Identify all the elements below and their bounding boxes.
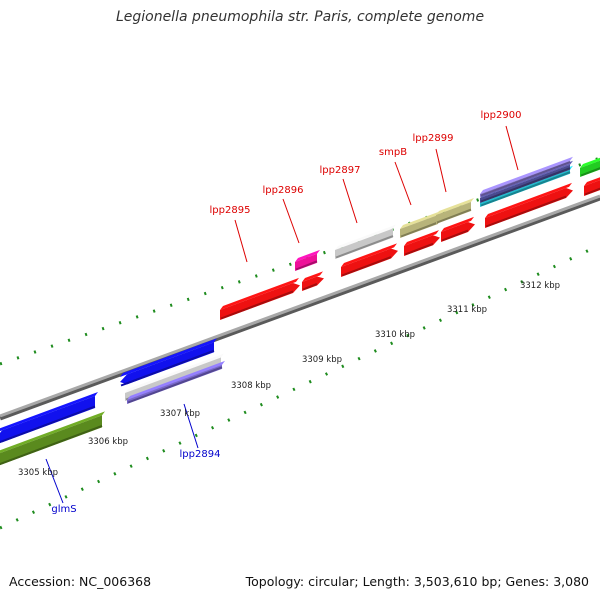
gene-label-lpp2895: lpp2895 [210, 205, 251, 216]
gene-label-lpp2896: lpp2896 [263, 185, 304, 196]
scale-label: 3306 kbp [88, 437, 128, 447]
lpp2900-gene-violet-feature [480, 156, 573, 197]
next-cds-red-feature [584, 177, 600, 196]
lpp2899-gene-feature [436, 198, 474, 224]
scale-layer: 3305 kbp 3306 kbp 3307 kbp 3308 kbp 3309 kbp… [18, 281, 560, 478]
smpB-cds-feature [404, 230, 440, 256]
lpp2896-cds-feature [302, 271, 324, 291]
smpB-gene-feature [400, 210, 441, 238]
lpp2896-gene-feature [295, 249, 320, 271]
backbone-line-shadow [0, 195, 600, 421]
leaders-layer [45, 125, 519, 504]
accession-text: Accession: NC_006368 [9, 574, 152, 589]
leader-line-lpp2897 [342, 178, 358, 224]
glmS-cds-feature [0, 392, 98, 444]
lpp2897-cds-feature [341, 243, 398, 277]
lpp2900-cds-feature [485, 182, 573, 228]
features-layer [0, 156, 600, 466]
gene-label-lpp2897: lpp2897 [320, 165, 361, 176]
leader-line-lpp2894 [183, 403, 199, 449]
gene-label-glmS: glmS [51, 504, 76, 515]
backbone-line [0, 194, 600, 418]
lpp2895-cds-feature [220, 277, 300, 320]
lpp2894-gene-violet-feature [127, 360, 225, 404]
next-gene-green-feature [580, 157, 600, 177]
scale-label: 3305 kbp [18, 468, 58, 478]
leader-line-lpp2900 [505, 125, 519, 171]
gene-label-smpB: smpB [379, 147, 407, 158]
gene-label-lpp2894: lpp2894 [180, 449, 221, 460]
scale-label: 3309 kbp [302, 355, 342, 365]
leader-line-smpB [394, 161, 412, 206]
scale-label: 3312 kbp [520, 281, 560, 291]
scale-label: 3311 kbp [447, 305, 487, 315]
gene-label-lpp2900: lpp2900 [481, 110, 522, 121]
genome-summary-text: Topology: circular; Length: 3,503,610 bp… [245, 574, 589, 589]
gene-label-lpp2899: lpp2899 [413, 133, 454, 144]
scale-label: 3310 kbp [375, 330, 415, 340]
glmS-gene-feature [0, 411, 105, 466]
lpp2899-cds-feature [441, 216, 475, 242]
leader-line-lpp2899 [435, 148, 447, 193]
lpp2894-cds-feature [120, 338, 217, 387]
scale-label: 3307 kbp [160, 409, 200, 419]
labels-layer: lpp2895 lpp2896 lpp2897 smpB lpp2899 lpp2900 l… [51, 110, 521, 515]
page-title: Legionella pneumophila str. Paris, compl… [115, 9, 485, 25]
leader-line-lpp2896 [282, 198, 300, 244]
lpp2897-gene-feature [335, 224, 396, 259]
leader-line-glmS [45, 458, 64, 504]
leader-line-lpp2895 [234, 219, 248, 263]
scale-label: 3308 kbp [231, 381, 271, 391]
